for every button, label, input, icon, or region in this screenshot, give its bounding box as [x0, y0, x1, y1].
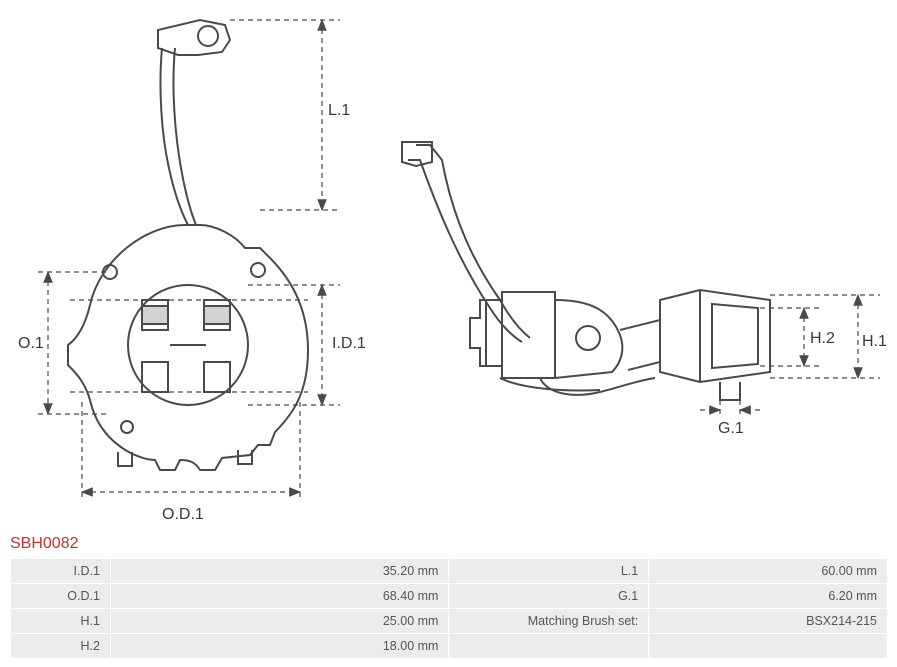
spec-key [449, 634, 649, 659]
spec-table: I.D.1 35.20 mm L.1 60.00 mm O.D.1 68.40 … [10, 558, 888, 659]
spec-val: 68.40 mm [110, 584, 449, 609]
table-row: O.D.1 68.40 mm G.1 6.20 mm [11, 584, 888, 609]
technical-diagram: L.1 I.D.1 O.D.1 O.1 H.1 H.2 G.1 [0, 0, 897, 530]
spec-key: Matching Brush set: [449, 609, 649, 634]
spec-val: 25.00 mm [110, 609, 449, 634]
spec-key: G.1 [449, 584, 649, 609]
spec-key: O.D.1 [11, 584, 111, 609]
spec-val [649, 634, 888, 659]
spec-val: 6.20 mm [649, 584, 888, 609]
spec-key: L.1 [449, 559, 649, 584]
spec-val: BSX214-215 [649, 609, 888, 634]
spec-val: 60.00 mm [649, 559, 888, 584]
spec-key: H.2 [11, 634, 111, 659]
spec-val: 35.20 mm [110, 559, 449, 584]
drawing-svg [0, 0, 897, 530]
table-row: H.2 18.00 mm [11, 634, 888, 659]
part-code: SBH0082 [10, 535, 79, 553]
spec-key: I.D.1 [11, 559, 111, 584]
spec-val: 18.00 mm [110, 634, 449, 659]
table-row: I.D.1 35.20 mm L.1 60.00 mm [11, 559, 888, 584]
spec-key: H.1 [11, 609, 111, 634]
table-row: H.1 25.00 mm Matching Brush set: BSX214-… [11, 609, 888, 634]
